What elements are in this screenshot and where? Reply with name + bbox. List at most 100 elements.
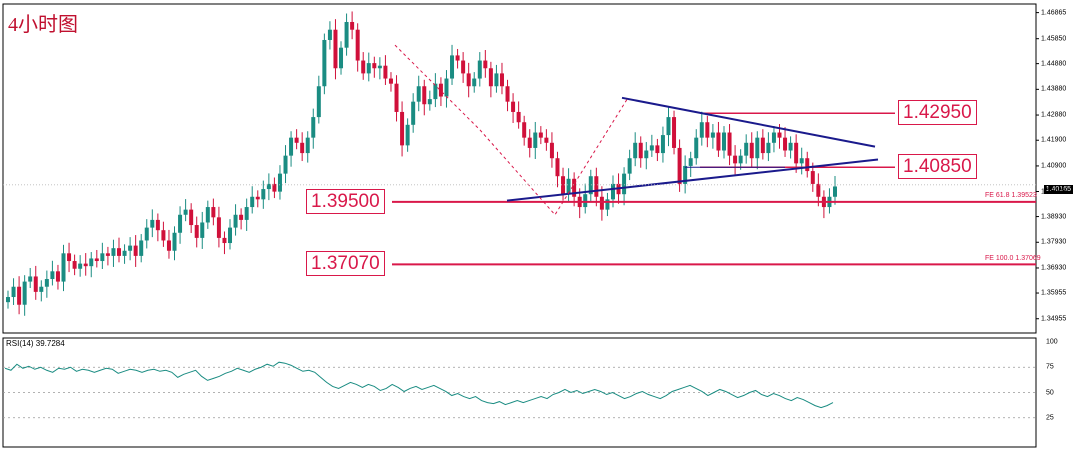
- candle-body: [22, 281, 27, 305]
- candle-body: [272, 183, 277, 192]
- candle-body: [716, 132, 721, 151]
- candle-body: [311, 117, 316, 138]
- candle-body: [189, 209, 194, 226]
- candle-body: [255, 196, 260, 200]
- price-tick-label: 1.35955: [1041, 289, 1067, 297]
- candle-body: [100, 253, 105, 262]
- candle-body: [760, 137, 765, 154]
- candle-body: [305, 137, 310, 154]
- price-tick-label: 1.45850: [1041, 35, 1067, 43]
- candle-body: [666, 117, 671, 136]
- candle-body: [755, 137, 760, 159]
- candle-body: [161, 230, 166, 241]
- candle-body: [155, 219, 160, 231]
- candle-body: [300, 142, 305, 154]
- price-tick-label: 1.42880: [1041, 111, 1067, 119]
- candle-body: [250, 196, 255, 208]
- candle-body: [122, 250, 127, 256]
- candle-body: [699, 122, 704, 138]
- candle-body: [444, 78, 449, 97]
- candle-body: [455, 55, 460, 61]
- candle-body: [561, 176, 566, 195]
- fib-extension-label: FE 61.8 1.39523: [985, 192, 1037, 200]
- candle-body: [810, 171, 815, 184]
- candle-body: [816, 183, 821, 197]
- price-tick-label: 1.41900: [1041, 136, 1067, 144]
- lower-trendline: [506, 158, 879, 202]
- candle-body: [244, 207, 249, 220]
- candle-body: [588, 176, 593, 195]
- candle-body: [183, 209, 188, 215]
- candle-body: [605, 199, 610, 210]
- level-label: 1.40850: [898, 154, 977, 180]
- candle-body: [294, 137, 299, 143]
- candle-body: [344, 21, 349, 48]
- candle-body: [405, 124, 410, 146]
- candle-body: [372, 63, 377, 69]
- candle-body: [316, 86, 321, 118]
- candle-body: [627, 158, 632, 174]
- candle-body: [472, 78, 477, 87]
- candle-body: [433, 83, 438, 100]
- candle-body: [738, 155, 743, 164]
- candle-body: [622, 173, 627, 195]
- rsi-tick-label: 50: [1046, 389, 1054, 396]
- candle-body: [39, 286, 44, 292]
- candle-body: [677, 147, 682, 184]
- current-price-tag: 1.40165: [1043, 185, 1073, 194]
- candle-body: [583, 194, 588, 208]
- candle-body: [721, 132, 726, 151]
- candle-body: [327, 29, 332, 40]
- candle-body: [339, 47, 344, 69]
- level-label: 1.39500: [306, 188, 385, 214]
- candle-body: [33, 276, 38, 292]
- level-label: 1.42950: [898, 100, 977, 126]
- price-tick-label: 1.44880: [1041, 60, 1067, 68]
- candle-body: [705, 122, 710, 138]
- candle-body: [17, 286, 22, 305]
- candle-body: [660, 135, 665, 154]
- candle-body: [411, 101, 416, 125]
- candle-body: [672, 117, 677, 148]
- candle-body: [483, 60, 488, 69]
- candle-body: [55, 271, 60, 282]
- candle-body: [233, 214, 238, 228]
- candle-body: [72, 261, 77, 269]
- candle-body: [783, 137, 788, 151]
- candle-body: [694, 137, 699, 159]
- candle-body: [549, 142, 554, 159]
- fib-extension-label: FE 100.0 1.37069: [985, 255, 1041, 263]
- candle-body: [744, 142, 749, 156]
- rsi-indicator-label: RSI(14) 39.7284: [6, 339, 65, 348]
- candle-body: [688, 158, 693, 166]
- candle-body: [44, 279, 49, 287]
- candle-body: [83, 263, 88, 267]
- candle-body: [438, 83, 443, 97]
- price-tick-label: 1.46865: [1041, 9, 1067, 17]
- rsi-tick-label: 75: [1046, 363, 1054, 371]
- candle-body: [194, 225, 199, 238]
- candle-body: [205, 207, 210, 223]
- candle-body: [228, 227, 233, 244]
- candle-body: [94, 258, 99, 262]
- candle-body: [566, 178, 571, 195]
- candle-body: [61, 253, 66, 282]
- candle-body: [150, 219, 155, 228]
- candle-body: [266, 183, 271, 190]
- candle-body: [544, 137, 549, 143]
- candle-body: [644, 150, 649, 159]
- candle-body: [388, 78, 393, 84]
- candle-body: [799, 158, 804, 164]
- candle-body: [505, 86, 510, 102]
- candle-body: [78, 263, 83, 269]
- candle-body: [105, 253, 110, 256]
- candle-body: [522, 122, 527, 138]
- candle-body: [805, 158, 810, 172]
- candle-body: [427, 99, 432, 105]
- candle-body: [216, 217, 221, 238]
- candle-body: [555, 158, 560, 177]
- candle-body: [794, 142, 799, 164]
- candle-body: [89, 258, 94, 267]
- candle-body: [11, 286, 16, 298]
- candle-body: [178, 214, 183, 233]
